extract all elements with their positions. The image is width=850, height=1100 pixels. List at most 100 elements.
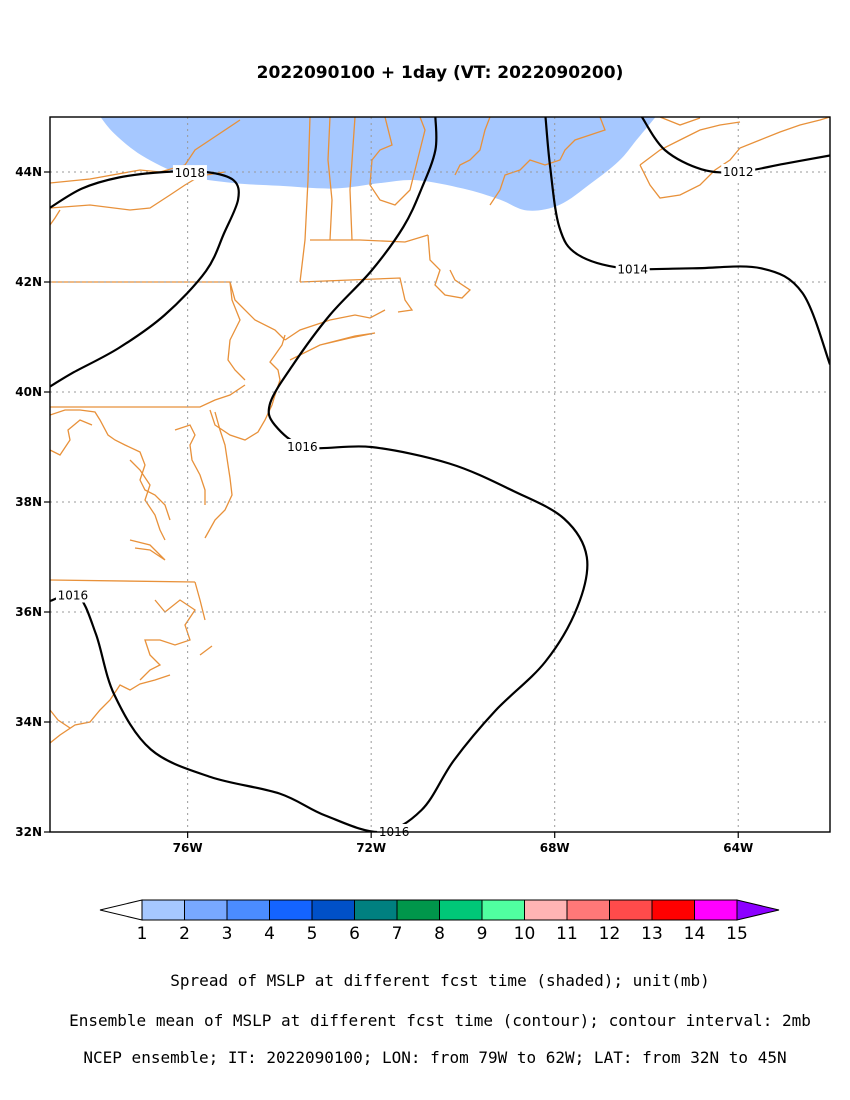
lake-erie-shore: [50, 209, 61, 226]
chesapeake-east: [174, 424, 206, 505]
latitude-ticks: 44N 42N 40N 38N 36N 34N 32N: [15, 165, 50, 839]
colorbar-label: 9: [477, 924, 488, 944]
nc-lower-coast: [50, 674, 171, 744]
colorbar-swatch: [566, 899, 610, 921]
colorbar-label: 6: [349, 924, 360, 944]
contour-label: 1014: [615, 261, 650, 277]
vt-nh-inner: [327, 117, 333, 241]
caption-shading: Spread of MSLP at different fcst time (s…: [170, 971, 709, 990]
colorbar-swatch: [439, 899, 483, 921]
nc-coast: [139, 599, 196, 681]
nc-outer-banks: [199, 645, 213, 656]
massachusetts-coast: [427, 234, 472, 299]
colorbar-swatch: [354, 899, 398, 921]
y-tick-label: 34N: [15, 715, 42, 729]
delaware-bay: [204, 411, 233, 539]
gulf-coast-ne: [659, 117, 701, 126]
contour-label-text: 1014: [617, 262, 648, 276]
coastlines-and-borders: [50, 117, 830, 744]
colorbar-label: 1: [137, 924, 148, 944]
colorbar-label: 13: [641, 924, 663, 944]
colorbar-label: 10: [514, 924, 536, 944]
x-tick-label: 68W: [540, 841, 570, 855]
y-tick-label: 32N: [15, 825, 42, 839]
va-inner-lines: [129, 539, 166, 561]
new-brunswick: [454, 117, 491, 176]
colorbar-label: 2: [179, 924, 190, 944]
contour-label: 1016: [285, 439, 320, 454]
colorbar-swatch: [481, 899, 525, 921]
graticule: [50, 117, 830, 832]
nh-maine-border: [349, 117, 356, 241]
captions: Spread of MSLP at different fcst time (s…: [69, 971, 811, 1067]
y-tick-label: 36N: [15, 605, 42, 619]
spread-shading-layer: [100, 117, 656, 211]
nj-coast: [209, 334, 286, 441]
mslp-contour-line: [50, 117, 589, 832]
mslp-contour-line: [640, 117, 830, 174]
wv-md-lines: [50, 419, 93, 456]
colorbar-swatch: [141, 899, 185, 921]
colorbar-swatch: [269, 899, 313, 921]
colorbar-label: 7: [392, 924, 403, 944]
chesapeake-islands: [129, 459, 166, 541]
colorbar-label: 3: [222, 924, 233, 944]
colorbar-swatch: [226, 899, 270, 921]
y-tick-label: 44N: [15, 165, 42, 179]
contour-label-text: 1012: [723, 165, 754, 179]
y-tick-label: 42N: [15, 275, 42, 289]
colorbar-label: 5: [307, 924, 318, 944]
contour-label-text: 1016: [58, 589, 89, 603]
contour-label: 1018: [172, 165, 207, 181]
y-tick-label: 38N: [15, 495, 42, 509]
colorbar-label: 15: [726, 924, 748, 944]
contour-label-text: 1016: [287, 440, 318, 454]
x-tick-label: 76W: [173, 841, 203, 855]
pei-cape-breton: [639, 121, 741, 166]
colorbar-label: 14: [684, 924, 706, 944]
mslp-contour-line: [50, 170, 240, 388]
colorbar-swatch: [524, 899, 568, 921]
map-background: [50, 117, 830, 832]
longitude-ticks: 76W 72W 68W 64W: [173, 832, 753, 855]
colorbar-label: 4: [264, 924, 275, 944]
maine-coast: [369, 117, 426, 206]
colorbar-over-triangle: [736, 899, 780, 921]
vermont-nh-lines: [299, 117, 311, 283]
contour-label-backing: [721, 164, 756, 179]
contour-label-backing: [172, 165, 207, 181]
spread-shaded-region: [100, 117, 656, 211]
virginia-coast: [194, 581, 206, 621]
contour-label-text: 1018: [175, 166, 206, 180]
ct-ri-coast: [299, 277, 414, 313]
x-tick-label: 64W: [723, 841, 753, 855]
caption-contour: Ensemble mean of MSLP at different fcst …: [69, 1011, 811, 1030]
caption-source: NCEP ensemble; IT: 2022090100; LON: from…: [83, 1048, 786, 1067]
contour-label: 1012: [721, 164, 756, 179]
contour-label-backing: [285, 439, 320, 454]
canada-us-border-north: [50, 119, 241, 184]
colorbar-swatch: [184, 899, 228, 921]
colorbar-label: 12: [599, 924, 621, 944]
colorbar-label: 11: [556, 924, 578, 944]
colorbar-swatch: [609, 899, 653, 921]
colorbar-swatch: [694, 899, 738, 921]
pa-inner: [227, 281, 246, 381]
chesapeake-west: [50, 409, 171, 521]
contour-label-backing: [615, 261, 650, 277]
long-island: [289, 332, 376, 361]
colorbar-under-triangle: [99, 899, 143, 921]
colorbar: 1 2 3 4 5 6 7 8 9 10 11 12 13 14 15: [99, 899, 780, 944]
contour-label-backing: [55, 587, 90, 603]
sc-coast: [50, 709, 71, 729]
nova-scotia-east: [639, 117, 830, 199]
pa-south-border: [50, 384, 246, 408]
colorbar-swatch: [396, 899, 440, 921]
contour-label: 1016: [55, 587, 90, 603]
plot-title: 2022090100 + 1day (VT: 2022090200): [257, 63, 624, 83]
ny-coast: [284, 309, 386, 341]
massachusetts-north: [310, 234, 429, 243]
colorbar-label: 8: [434, 924, 445, 944]
